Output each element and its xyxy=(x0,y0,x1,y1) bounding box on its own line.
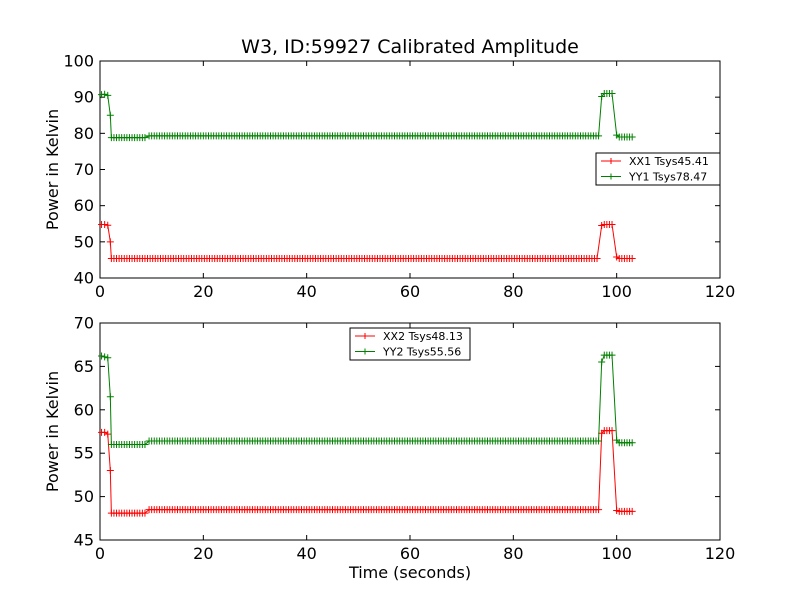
figure-title: W3, ID:59927 Calibrated Amplitude xyxy=(241,36,579,58)
x-tick-label: 40 xyxy=(296,544,316,563)
y-tick-label: 60 xyxy=(74,400,94,419)
x-tick-label: 120 xyxy=(705,544,736,563)
data-point-marker xyxy=(106,238,114,246)
legend-swatch-marker xyxy=(362,333,368,339)
legend-swatch-marker xyxy=(362,348,368,355)
y-tick-label: 100 xyxy=(63,52,94,71)
x-tick-label: 80 xyxy=(503,544,523,563)
x-tick-label: 40 xyxy=(296,282,316,301)
data-point-marker xyxy=(628,133,636,141)
y-tick-label: 50 xyxy=(74,232,94,251)
data-point-marker xyxy=(141,441,149,449)
legend-label: XX1 Tsys45.41 xyxy=(629,155,709,168)
series-line xyxy=(101,223,633,259)
data-point-marker xyxy=(104,430,112,438)
x-tick-label: 60 xyxy=(400,544,420,563)
data-point-marker xyxy=(106,393,114,401)
y-tick-label: 65 xyxy=(74,357,94,376)
y-tick-label: 60 xyxy=(74,196,94,215)
data-point-marker xyxy=(106,111,114,119)
series-markers xyxy=(98,90,636,142)
x-tick-label: 120 xyxy=(705,282,736,301)
data-point-marker xyxy=(104,91,112,99)
data-point-marker xyxy=(101,90,109,98)
legend-frame xyxy=(595,152,721,186)
data-point-marker xyxy=(628,439,636,447)
data-point-marker xyxy=(101,428,109,436)
data-point-marker xyxy=(598,358,606,366)
y-tick-label: 80 xyxy=(74,124,94,143)
data-point-marker xyxy=(104,221,112,229)
y-tick-label: 40 xyxy=(74,269,94,288)
data-point-marker xyxy=(104,354,112,362)
y-tick-label: 55 xyxy=(74,444,94,463)
x-tick-label: 100 xyxy=(601,544,632,563)
x-tick-label: 20 xyxy=(193,544,213,563)
y-tick-label: 70 xyxy=(74,314,94,333)
x-axis-title: Time (seconds) xyxy=(348,563,471,582)
data-point-marker xyxy=(101,220,109,228)
data-point-marker xyxy=(595,506,603,514)
y-axis-title: Power in Kelvin xyxy=(43,109,62,230)
x-tick-label: 100 xyxy=(601,282,632,301)
data-point-marker xyxy=(608,351,616,359)
legend-swatch-marker xyxy=(608,158,614,164)
x-tick-label: 0 xyxy=(95,544,105,563)
series-line xyxy=(101,93,633,139)
data-point-marker xyxy=(141,509,149,517)
y-axis-title: Power in Kelvin xyxy=(43,371,62,492)
x-tick-label: 0 xyxy=(95,282,105,301)
data-point-marker xyxy=(141,134,149,142)
legend: XX1 Tsys45.41 YY1 Tsys78.47 xyxy=(595,152,721,186)
legend-label: XX2 Tsys48.13 xyxy=(383,330,463,343)
series-markers xyxy=(98,427,636,517)
y-tick-label: 45 xyxy=(74,531,94,550)
y-tick-label: 50 xyxy=(74,487,94,506)
x-tick-label: 20 xyxy=(193,282,213,301)
data-point-marker xyxy=(595,437,603,445)
bottom-plot-panel: 0 20 40 60 80 100 120 45 50 55 60 65 70 Power in Kelv… xyxy=(43,314,735,564)
y-tick-label: 70 xyxy=(74,160,94,179)
legend: XX2 Tsys48.13 YY2 Tsys55.56 xyxy=(349,327,471,361)
x-tick-label: 80 xyxy=(503,282,523,301)
data-point-marker xyxy=(608,427,616,435)
data-point-marker xyxy=(595,132,603,140)
series-markers xyxy=(98,220,636,262)
legend-label: YY2 Tsys55.56 xyxy=(382,346,461,359)
data-point-marker xyxy=(593,254,601,262)
data-point-marker xyxy=(608,90,616,98)
data-point-marker xyxy=(628,254,636,262)
data-point-marker xyxy=(608,220,616,228)
data-point-marker xyxy=(98,352,106,360)
legend-label: YY1 Tsys78.47 xyxy=(628,171,707,184)
series-line xyxy=(101,354,633,446)
data-point-marker xyxy=(101,353,109,361)
series-markers xyxy=(98,351,636,449)
data-point-marker xyxy=(106,467,114,475)
y-tick-label: 90 xyxy=(74,88,94,107)
top-plot-panel: 0 20 40 60 80 100 120 40 50 60 70 80 90 100 Power in K… xyxy=(43,52,735,302)
legend-swatch-marker xyxy=(608,173,614,180)
data-point-marker xyxy=(628,507,636,515)
legend-frame xyxy=(349,327,471,361)
x-tick-label: 60 xyxy=(400,282,420,301)
